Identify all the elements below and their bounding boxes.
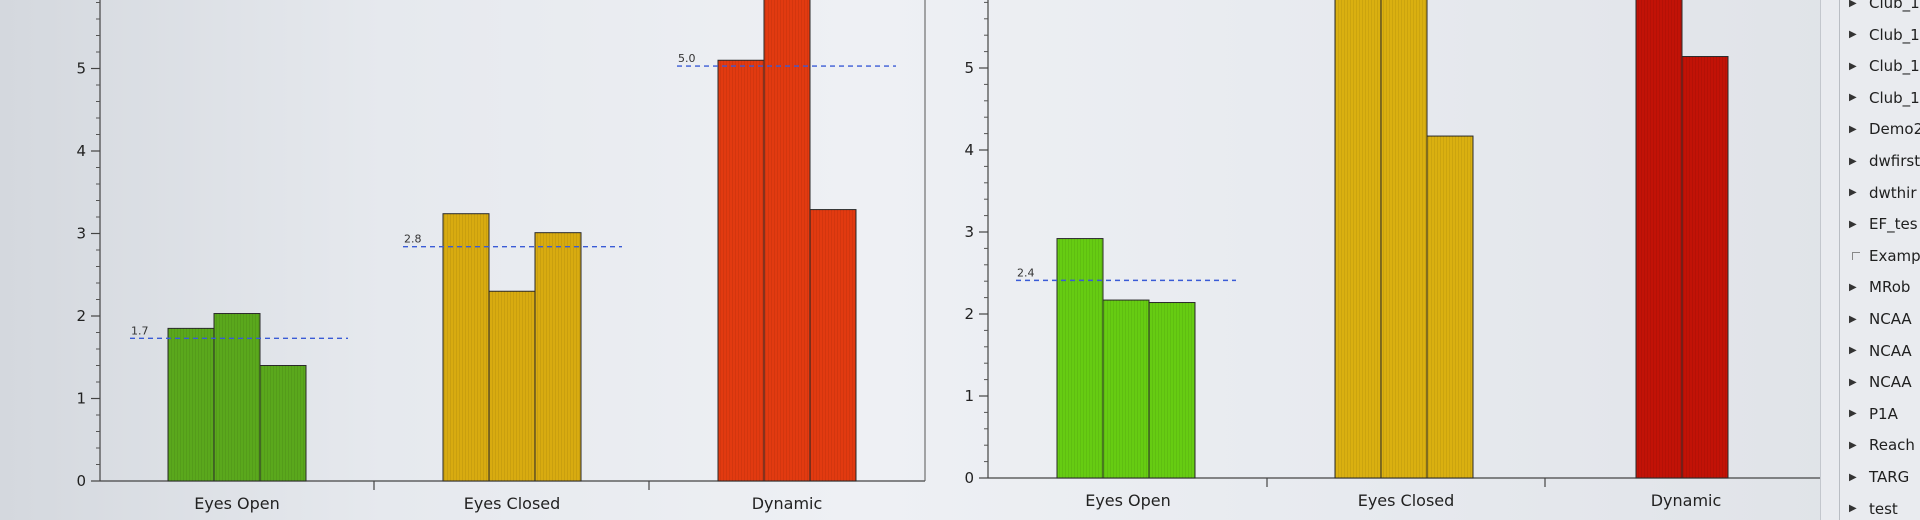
tree-item[interactable]: Examp — [1849, 246, 1920, 266]
bar-texture — [260, 365, 306, 481]
tree-item[interactable]: ▶ EF_tes — [1849, 214, 1918, 234]
expand-arrow-icon[interactable]: ▶ — [1849, 376, 1857, 388]
tree-item-label: EF_tes — [1869, 215, 1918, 234]
y-tick-label: 5 — [964, 59, 974, 77]
y-tick-label: 1 — [964, 387, 974, 405]
tree-item-label: MRob — [1869, 278, 1911, 297]
tree-item-label: NCAA — [1869, 341, 1912, 360]
tree-item[interactable]: ▶ test — [1849, 499, 1898, 519]
x-category-label: Eyes Closed — [1358, 491, 1455, 510]
x-category-label: Eyes Closed — [464, 494, 561, 513]
tree-item[interactable]: ▶ dwthir — [1849, 183, 1917, 203]
y-tick-label: 4 — [76, 142, 86, 160]
expand-arrow-icon[interactable]: ▶ — [1849, 503, 1857, 515]
tree-item-label: dwthir — [1869, 183, 1917, 202]
bar-texture — [764, 0, 810, 482]
tree-item-label: test — [1869, 499, 1898, 518]
expand-arrow-icon[interactable]: ▶ — [1849, 471, 1857, 483]
tree-item-label: Club_1 — [1869, 25, 1920, 44]
tree-item[interactable]: ▶ Club_1 — [1849, 0, 1920, 13]
y-tick-label: 0 — [76, 472, 86, 490]
expand-arrow-icon[interactable]: ▶ — [1849, 281, 1857, 293]
x-category-label: Dynamic — [1651, 491, 1722, 510]
average-label: 5.0 — [678, 52, 696, 65]
y-tick-label: 1 — [76, 390, 86, 408]
expand-arrow-icon[interactable]: ▶ — [1849, 345, 1857, 357]
expand-arrow-icon[interactable]: ▶ — [1849, 313, 1857, 325]
tree-item-label: Examp — [1869, 246, 1920, 265]
x-category-label: Dynamic — [752, 494, 823, 513]
expand-arrow-icon[interactable]: ▶ — [1849, 123, 1857, 135]
y-tick-label: 2 — [76, 307, 86, 325]
bar-texture — [443, 213, 489, 481]
tree-item-label: NCAA — [1869, 310, 1912, 328]
tree-item[interactable]: ▶ NCAA — [1849, 309, 1912, 329]
expand-arrow-icon[interactable]: ▶ — [1849, 29, 1857, 41]
project-tree-panel: ▶ Club_1 ▶ Club_1 ▶ Club_1 ▶ Club_1 ▶ Demo2 ▶ dwfir… — [1820, 0, 1920, 520]
y-tick-label: 3 — [964, 223, 974, 241]
bar-texture — [1636, 0, 1682, 478]
tree-item[interactable]: ▶ Club_1 — [1849, 25, 1920, 45]
bar-texture — [1149, 302, 1195, 478]
tree-item-label: dwfirst — [1869, 152, 1920, 170]
right-chart: 0 1 2 3 4 5 2.4 Eyes Open Eyes Closed Dynamic — [964, 0, 1820, 510]
tree-item-label: Club_1 — [1869, 57, 1920, 76]
bar-texture — [168, 328, 214, 481]
tree-guide-line — [1839, 0, 1840, 520]
tree-item[interactable]: ▶ MRob — [1849, 277, 1910, 297]
tree-item-label: NCAA — [1869, 373, 1912, 392]
y-tick-label: 2 — [964, 305, 974, 323]
bar-texture — [718, 60, 764, 481]
bar-texture — [535, 232, 581, 481]
tree-item[interactable]: ▶ P1A — [1849, 404, 1898, 424]
expand-arrow-icon[interactable]: ▶ — [1849, 439, 1857, 451]
tree-item-label: Club_1 — [1869, 0, 1920, 12]
expand-arrow-icon[interactable]: ▶ — [1849, 187, 1857, 199]
tree-item-label: TARG — [1869, 468, 1910, 486]
average-label: 1.7 — [131, 324, 149, 337]
bar-texture — [1381, 0, 1427, 478]
tree-item[interactable]: ▶ TARG — [1849, 467, 1909, 487]
bar-texture — [489, 291, 535, 481]
bar-texture — [1335, 0, 1381, 478]
y-tick-label: 4 — [964, 141, 974, 159]
bar-texture — [810, 209, 856, 481]
tree-item[interactable]: ▶ dwfirst — [1849, 151, 1920, 171]
expand-arrow-icon[interactable]: ▶ — [1849, 92, 1857, 104]
y-tick-label: 0 — [964, 469, 974, 487]
tree-item-label: Club_1 — [1869, 88, 1920, 107]
x-category-label: Eyes Open — [194, 494, 280, 513]
tree-item-label: Demo2 — [1869, 120, 1920, 139]
tree-item[interactable]: ▶ NCAA — [1849, 341, 1912, 361]
bar-texture — [214, 313, 260, 481]
x-category-label: Eyes Open — [1085, 491, 1171, 510]
expand-arrow-icon[interactable]: ▶ — [1849, 155, 1857, 167]
tree-item[interactable]: ▶ Club_1 — [1849, 56, 1920, 76]
expand-arrow-icon[interactable]: ▶ — [1849, 408, 1857, 420]
y-tick-label: 3 — [76, 225, 86, 243]
expand-arrow-icon[interactable]: ▶ — [1849, 0, 1857, 9]
expand-arrow-icon[interactable]: ▶ — [1849, 60, 1857, 72]
tree-item[interactable]: ▶ Demo2 — [1849, 119, 1920, 139]
average-label: 2.8 — [404, 233, 422, 246]
tree-item-label: Reach — [1869, 436, 1915, 455]
bar-texture — [1103, 300, 1149, 478]
left-chart: 0 1 2 3 4 5 1.7 2.8 5.0 Eyes Open Eyes Closed Dynam… — [76, 0, 926, 513]
bar-texture — [1057, 238, 1103, 478]
expand-arrow-icon[interactable]: ▶ — [1849, 218, 1857, 230]
tree-item[interactable]: ▶ Reach — [1849, 435, 1915, 455]
average-label: 2.4 — [1017, 266, 1035, 279]
tree-item[interactable]: ▶ Club_1 — [1849, 88, 1920, 108]
tree-item-label: P1A — [1869, 404, 1898, 423]
bar-texture — [1682, 56, 1728, 479]
tree-item[interactable]: ▶ NCAA — [1849, 372, 1912, 392]
y-tick-label: 5 — [76, 60, 86, 78]
tree-leaf-icon — [1849, 246, 1863, 266]
bar-texture — [1427, 136, 1473, 478]
